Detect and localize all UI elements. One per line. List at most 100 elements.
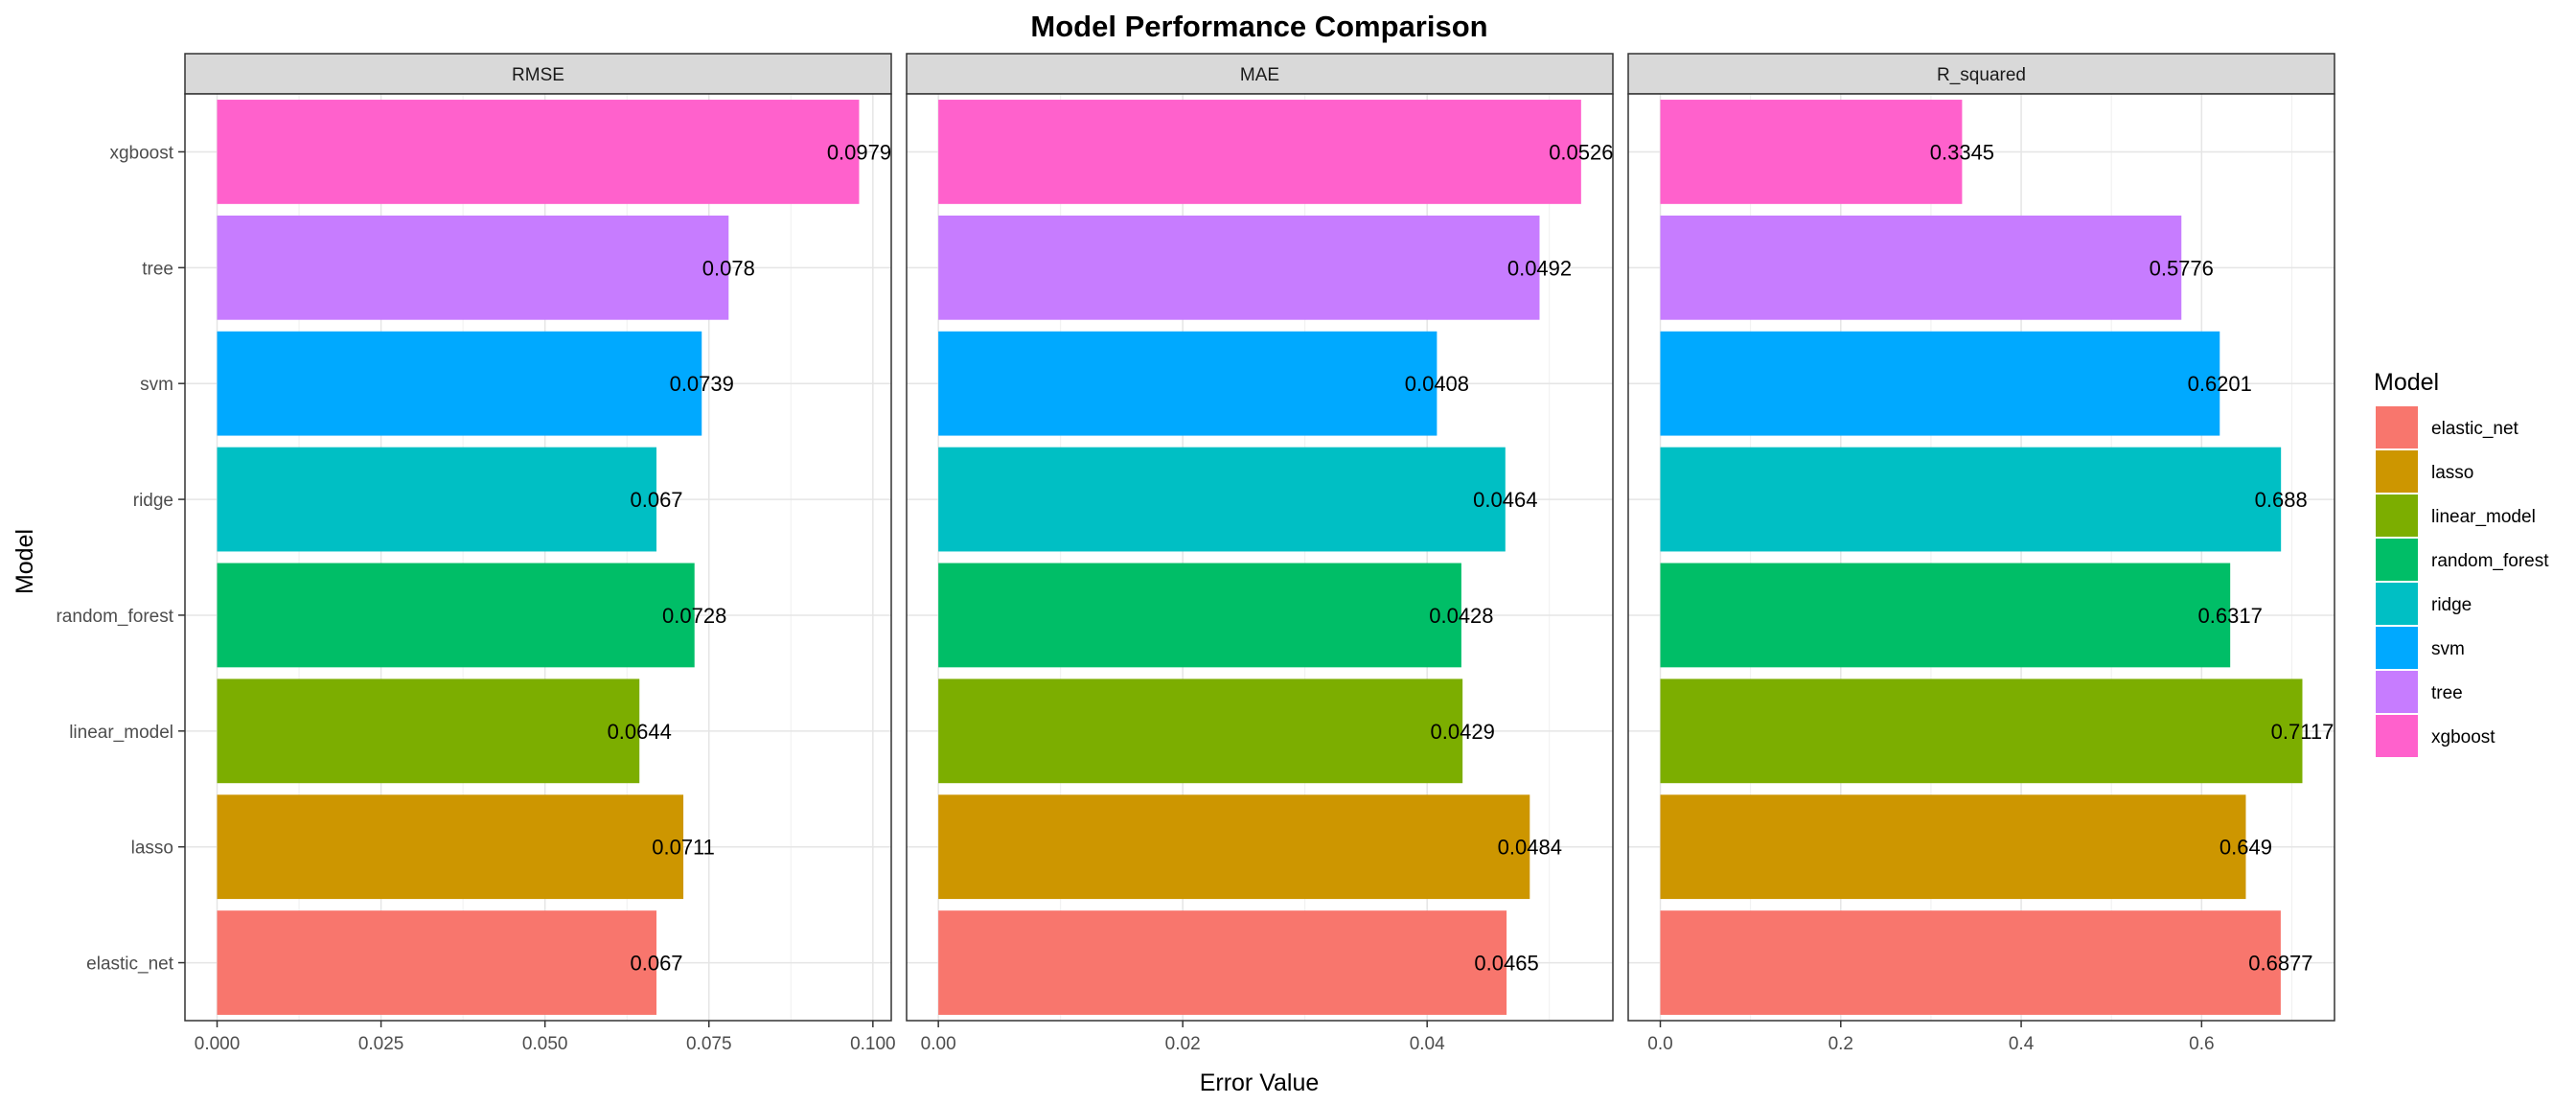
legend-label: random_forest bbox=[2431, 551, 2549, 571]
bar-lasso bbox=[217, 794, 684, 900]
bar-value-label: 0.6877 bbox=[2248, 952, 2312, 976]
facet-strip-label: R_squared bbox=[1937, 65, 2026, 85]
x-axis-title: Error Value bbox=[1200, 1070, 1320, 1096]
x-tick-label: 0.00 bbox=[921, 1034, 956, 1054]
bar-lasso bbox=[1660, 794, 2246, 900]
panel-mae: MAE 0.0465 0.0484 0.0429 0.0428 0.0464 0.0408 0… bbox=[906, 53, 1614, 1054]
bar-linear-model bbox=[217, 678, 640, 784]
panel-border bbox=[1627, 93, 2335, 1022]
bar-value-label: 0.0979 bbox=[827, 140, 891, 164]
bar-value-label: 0.0526 bbox=[1549, 140, 1613, 164]
bar-tree bbox=[217, 215, 729, 320]
x-tick-label: 0.02 bbox=[1165, 1034, 1201, 1054]
bar-value-label: 0.0429 bbox=[1431, 720, 1495, 744]
y-tick-label: ridge bbox=[133, 491, 173, 511]
legend-key-tree bbox=[2376, 671, 2418, 713]
x-tick-label: 0.2 bbox=[1828, 1034, 1853, 1054]
bar-elastic-net bbox=[938, 910, 1507, 1015]
bar-value-label: 0.7117 bbox=[2271, 720, 2334, 744]
bar-tree bbox=[1660, 215, 2182, 320]
x-tick-label: 0.6 bbox=[2189, 1034, 2214, 1054]
y-tick-label: xgboost bbox=[109, 143, 173, 163]
facet-strip bbox=[184, 53, 892, 95]
bar-value-label: 0.6317 bbox=[2198, 604, 2263, 628]
legend-label: ridge bbox=[2431, 595, 2472, 615]
bar-ridge bbox=[1660, 447, 2282, 552]
legend-label: tree bbox=[2431, 683, 2463, 703]
x-tick-label: 0.04 bbox=[1410, 1034, 1445, 1054]
y-tick-label: linear_model bbox=[69, 723, 173, 743]
bar-ridge bbox=[217, 447, 657, 552]
bar-random-forest bbox=[1660, 563, 2231, 668]
bar-value-label: 0.067 bbox=[630, 488, 682, 512]
y-tick-label: elastic_net bbox=[86, 954, 174, 975]
x-tick-label: 0.000 bbox=[195, 1034, 241, 1054]
legend-label: svm bbox=[2431, 639, 2465, 659]
bar-value-label: 0.0464 bbox=[1473, 488, 1537, 512]
bar-tree bbox=[938, 215, 1540, 320]
bar-svm bbox=[1660, 331, 2220, 436]
bar-xgboost bbox=[217, 100, 860, 204]
x-tick-label: 0.025 bbox=[358, 1034, 404, 1054]
facet-strip-label: RMSE bbox=[512, 65, 564, 85]
x-tick-label: 0.050 bbox=[522, 1034, 568, 1054]
facet-strip bbox=[1627, 53, 2335, 95]
bar-value-label: 0.688 bbox=[2255, 488, 2308, 512]
bar-elastic-net bbox=[217, 910, 657, 1015]
bar-value-label: 0.5776 bbox=[2150, 256, 2214, 280]
bar-linear-model bbox=[1660, 678, 2303, 784]
bar-value-label: 0.649 bbox=[2220, 836, 2272, 860]
panel-border bbox=[906, 93, 1614, 1022]
bar-value-label: 0.0644 bbox=[608, 720, 672, 744]
x-tick-label: 0.075 bbox=[686, 1034, 732, 1054]
bar-value-label: 0.0408 bbox=[1405, 372, 1469, 396]
y-tick-label: tree bbox=[142, 259, 173, 279]
bar-value-label: 0.6201 bbox=[2188, 372, 2252, 396]
legend-key-random-forest bbox=[2376, 539, 2418, 581]
bar-value-label: 0.0492 bbox=[1507, 256, 1572, 280]
y-tick-label: random_forest bbox=[56, 607, 173, 627]
chart-title: Model Performance Comparison bbox=[1030, 10, 1487, 43]
y-axis-title: Model bbox=[12, 529, 38, 594]
legend-key-svm bbox=[2376, 627, 2418, 669]
bar-value-label: 0.067 bbox=[630, 952, 682, 976]
legend-label: xgboost bbox=[2431, 727, 2496, 748]
bar-svm bbox=[938, 331, 1438, 436]
bar-value-label: 0.078 bbox=[702, 256, 755, 280]
legend-key-elastic-net bbox=[2376, 406, 2418, 448]
x-tick-label: 0.100 bbox=[850, 1034, 896, 1054]
bar-value-label: 0.0465 bbox=[1474, 952, 1538, 976]
panel-r-squared: R_squared 0.6877 0.649 0.7117 0.6317 0.688 0.6… bbox=[1627, 53, 2335, 1054]
facet-strip bbox=[906, 53, 1614, 95]
bar-value-label: 0.3345 bbox=[1930, 140, 1994, 164]
bar-lasso bbox=[938, 794, 1530, 900]
bar-value-label: 0.0711 bbox=[652, 836, 715, 860]
bar-linear-model bbox=[938, 678, 1463, 784]
legend-title: Model bbox=[2374, 369, 2439, 396]
panel-border bbox=[184, 93, 892, 1022]
legend-key-lasso bbox=[2376, 450, 2418, 493]
y-tick-label: svm bbox=[140, 375, 173, 395]
panels-layer: RMSE 0.067 0.0711 0.0644 0.0728 0.067 0.0739 0.… bbox=[56, 53, 2335, 1054]
legend-label: elastic_net bbox=[2431, 419, 2519, 439]
bar-svm bbox=[217, 331, 702, 436]
bar-value-label: 0.0484 bbox=[1498, 836, 1562, 860]
x-tick-label: 0.0 bbox=[1647, 1034, 1672, 1054]
bar-xgboost bbox=[1660, 100, 1963, 204]
legend-key-ridge bbox=[2376, 583, 2418, 625]
bar-random-forest bbox=[938, 563, 1461, 668]
y-tick-label: lasso bbox=[131, 839, 173, 859]
legend-label: linear_model bbox=[2431, 507, 2536, 527]
bar-ridge bbox=[938, 447, 1506, 552]
panel-rmse: RMSE 0.067 0.0711 0.0644 0.0728 0.067 0.0739 0.… bbox=[56, 53, 896, 1054]
bar-xgboost bbox=[938, 100, 1581, 204]
bar-random-forest bbox=[217, 563, 695, 668]
x-tick-label: 0.4 bbox=[2009, 1034, 2035, 1054]
bar-value-label: 0.0739 bbox=[670, 372, 734, 396]
bar-value-label: 0.0728 bbox=[662, 604, 726, 628]
legend-label: lasso bbox=[2431, 463, 2473, 483]
legend-key-linear-model bbox=[2376, 494, 2418, 537]
